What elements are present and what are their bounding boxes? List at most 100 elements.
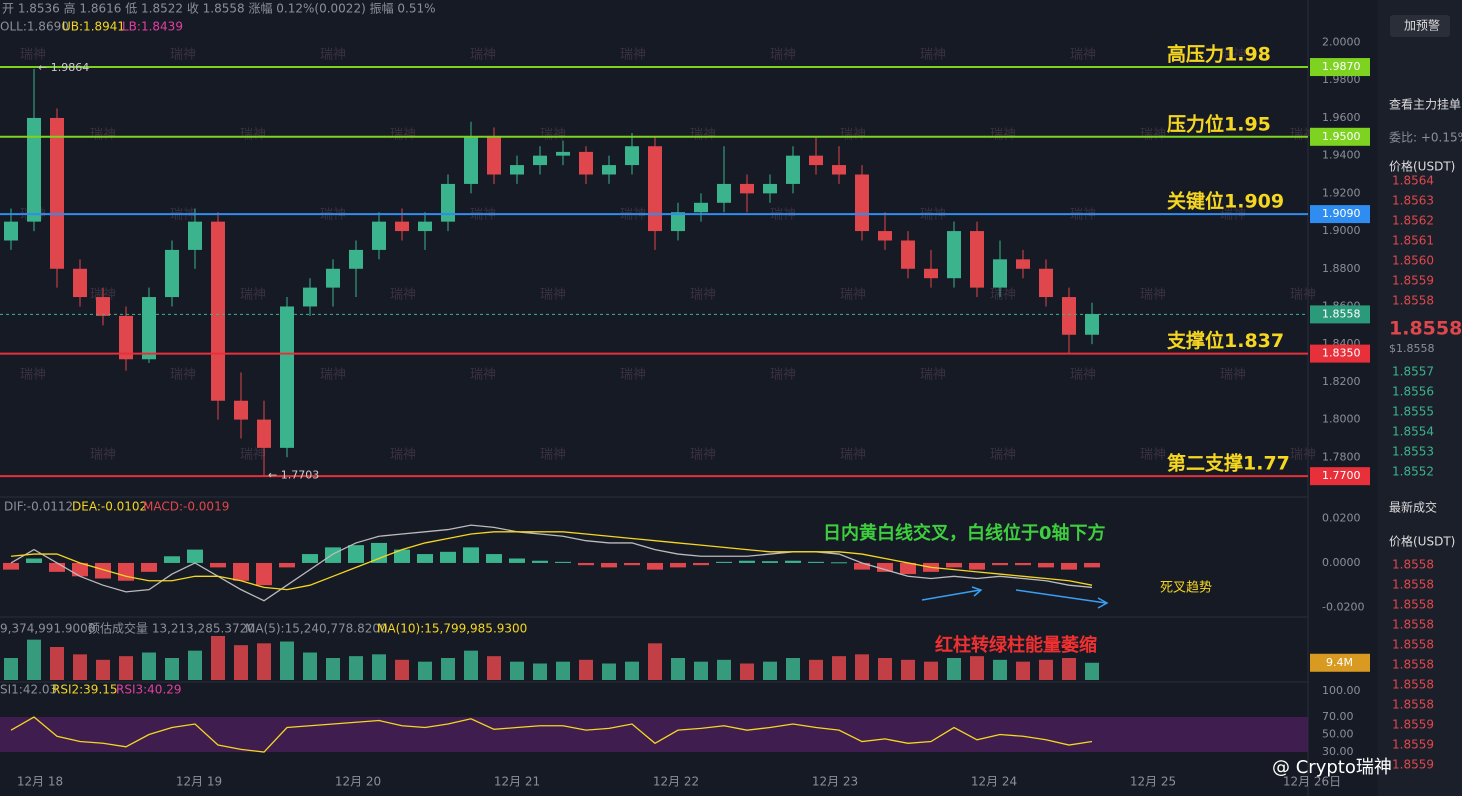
y-tick-label: 1.9000 [1322, 224, 1361, 237]
macd-bar [762, 561, 778, 563]
level-note: 高压力1.98 [1167, 43, 1271, 66]
macd-annotation: 死叉趋势 [1160, 580, 1212, 596]
arrow-head [971, 586, 983, 597]
rsi-band [0, 717, 1308, 753]
dea-label: DEA:-0.0102 [72, 500, 147, 514]
rsi2-label: RSI2:39.15 [52, 683, 118, 697]
watermark: 瑞神 [390, 288, 416, 303]
macd-bar [164, 556, 180, 563]
volume-bar [395, 659, 409, 680]
candle-body [510, 165, 524, 175]
candle-body [947, 231, 961, 279]
candle-body [188, 221, 202, 250]
x-tick-label: 12月 18 [17, 775, 63, 789]
watermark: 瑞神 [20, 368, 46, 383]
watermark: 瑞神 [320, 368, 346, 383]
volume-bar [257, 643, 271, 680]
signature: @ Crypto瑞神 [1272, 757, 1392, 778]
volume-bar [855, 654, 869, 680]
watermark: 瑞神 [990, 128, 1016, 143]
candle-body [234, 400, 248, 420]
volume-bar [280, 641, 294, 680]
macd-bar [279, 562, 295, 568]
macd-bar [854, 562, 870, 570]
rsi3-label: RSI3:40.29 [116, 683, 182, 697]
candle-body [993, 259, 1007, 288]
watermark: 瑞神 [1290, 288, 1316, 303]
volume-bar [763, 661, 777, 680]
macd-bar [601, 562, 617, 568]
volume-bar [326, 658, 340, 680]
volume-bar [188, 650, 202, 680]
candle-body [211, 221, 225, 401]
trade-price: 1.8558 [1392, 598, 1434, 612]
price-tag [1310, 305, 1370, 324]
macd-bar [877, 562, 893, 572]
watermark: 瑞神 [620, 368, 646, 383]
rsi-line [10, 716, 1093, 753]
last-price-usd: $1.8558 [1389, 342, 1435, 355]
candle-body [257, 419, 271, 448]
x-tick-label: 12月 24 [971, 775, 1017, 789]
x-tick-label: 12月 23 [812, 775, 858, 789]
alert-button-label[interactable]: 加预警 [1404, 18, 1440, 33]
y-tick-label: 1.8800 [1322, 262, 1361, 275]
depth-link[interactable]: 查看主力挂单 [1389, 98, 1461, 112]
price-tag-label: 1.9090 [1322, 207, 1361, 220]
ask-price: 1.8559 [1392, 274, 1434, 288]
volume-tag [1310, 653, 1370, 672]
alert-button[interactable] [1390, 15, 1450, 37]
price-tag [1310, 205, 1370, 224]
watermark: 瑞神 [90, 448, 116, 463]
candle-body [1016, 259, 1030, 269]
bid-price: 1.8554 [1392, 425, 1434, 439]
candle-body [1039, 268, 1053, 298]
ask-price: 1.8563 [1392, 194, 1434, 208]
candle-body [464, 136, 478, 184]
candle-body [418, 221, 432, 232]
watermark: 瑞神 [170, 368, 196, 383]
volume-bar [487, 656, 501, 680]
trade-price: 1.8558 [1392, 578, 1434, 592]
watermark: 瑞神 [990, 448, 1016, 463]
volume-bar [4, 658, 18, 680]
candle-body [4, 221, 18, 241]
candle-body [648, 146, 662, 232]
watermark: 瑞神 [770, 48, 796, 63]
trade-price: 1.8558 [1392, 638, 1434, 652]
volume-bar [878, 658, 892, 680]
candle-body [441, 183, 455, 222]
macd-bar [141, 562, 157, 572]
trades-header: 价格(USDT) [1389, 534, 1455, 549]
candle-body [1085, 314, 1099, 335]
volume-bar [1085, 662, 1099, 680]
x-tick-label: 12月 20 [335, 775, 381, 789]
y-tick-label: 1.7800 [1322, 450, 1361, 463]
bid-price: 1.8553 [1392, 445, 1434, 459]
volume-label: 9,374,991.9000 [0, 622, 95, 636]
volume-bar [27, 639, 41, 680]
price-tag-label: 1.8558 [1322, 307, 1361, 320]
candle-body [119, 315, 133, 360]
watermark: 瑞神 [840, 288, 866, 303]
macd-bar [256, 562, 272, 586]
macd-bar [463, 547, 479, 563]
macd-bar [647, 562, 663, 570]
volume-bar [556, 661, 570, 680]
level-note: 关键位1.909 [1167, 190, 1284, 213]
macd-bar [3, 562, 19, 570]
macd-bar [808, 561, 824, 563]
macd-bar [371, 542, 387, 563]
boll-label: OLL:1.8690 [0, 20, 69, 34]
level-note: 压力位1.95 [1167, 112, 1271, 135]
volume-bar [119, 656, 133, 680]
candle-body [395, 221, 409, 232]
candle-body [763, 183, 777, 194]
volume-bar [418, 661, 432, 680]
volume-bar [671, 658, 685, 680]
y-tick-label: 30.00 [1322, 745, 1354, 758]
trade-price: 1.8558 [1392, 618, 1434, 632]
watermark: 瑞神 [1220, 368, 1246, 383]
macd-bar [187, 549, 203, 563]
